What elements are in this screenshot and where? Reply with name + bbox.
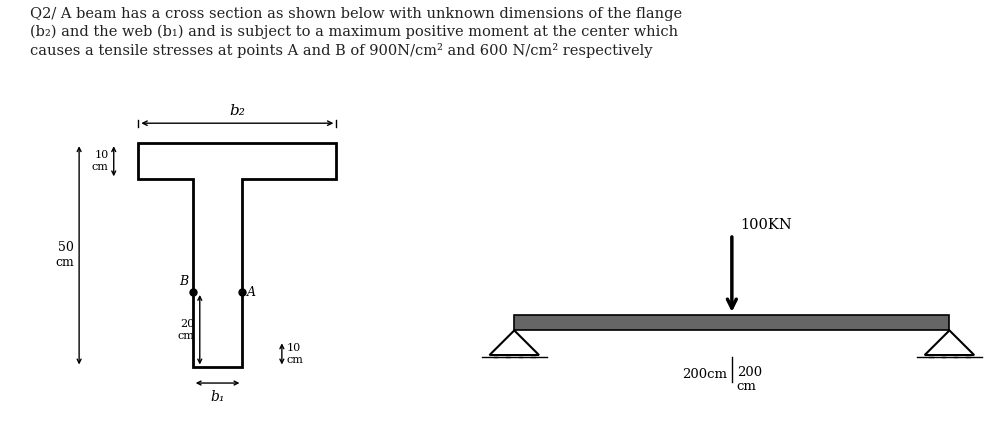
Text: b₂: b₂	[229, 104, 245, 118]
Text: causes a tensile stresses at points A and B of 900N/cm² and 600 N/cm² respective: causes a tensile stresses at points A an…	[30, 43, 652, 57]
Text: B: B	[179, 275, 188, 288]
Text: Q2/ A beam has a cross section as shown below with unknown dimensions of the fla: Q2/ A beam has a cross section as shown …	[30, 7, 681, 21]
Bar	[514, 314, 949, 331]
Text: (b₂) and the web (b₁) and is subject to a maximum positive moment at the center : (b₂) and the web (b₁) and is subject to …	[30, 25, 677, 39]
Text: 10
cm: 10 cm	[287, 343, 304, 365]
Text: 50
cm: 50 cm	[55, 241, 74, 269]
Text: 10
cm: 10 cm	[92, 151, 109, 172]
Text: 100KN: 100KN	[740, 218, 791, 232]
Text: A: A	[247, 285, 256, 299]
Text: b₁: b₁	[211, 390, 225, 404]
Text: 200
cm: 200 cm	[737, 366, 762, 393]
Text: 20
cm: 20 cm	[178, 319, 195, 340]
Text: 200cm: 200cm	[681, 368, 727, 382]
